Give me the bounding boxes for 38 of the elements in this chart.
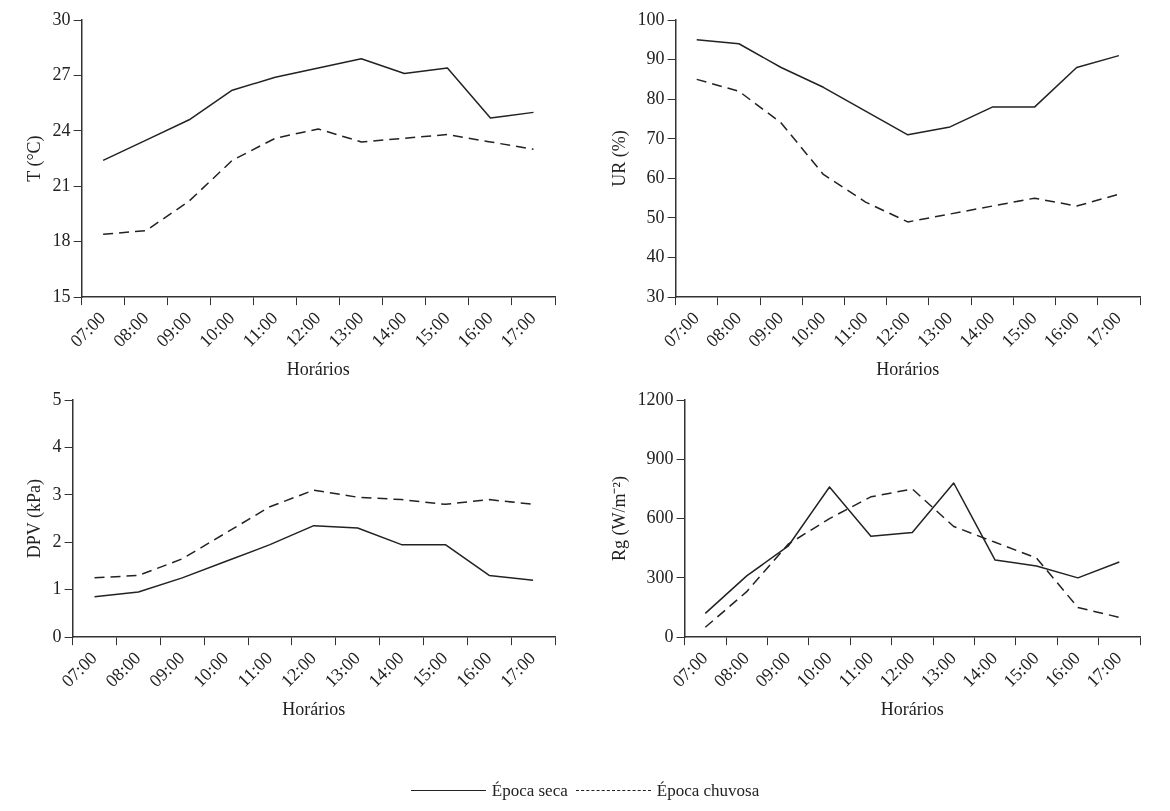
y-tick-label: 1200: [637, 388, 674, 409]
x-axis-title: Horários: [880, 698, 944, 719]
line-series: [695, 78, 1120, 223]
line-series: [93, 489, 534, 579]
y-tick-label: 2: [52, 531, 62, 552]
y-tick-label: 40: [646, 246, 665, 267]
y-axis-title: DPV (kPa): [23, 478, 45, 559]
y-tick-label: 5: [52, 388, 62, 409]
y-tick-label: 90: [646, 48, 665, 69]
y-tick-label: 0: [52, 625, 62, 646]
y-axis-title: UR (%): [608, 130, 630, 187]
y-tick-label: 21: [52, 175, 71, 196]
y-axis-title: Rg (W/m⁻²): [608, 476, 630, 562]
y-tick-label: 18: [52, 230, 71, 251]
y-tick-label: 80: [646, 87, 665, 108]
y-tick-label: 0: [664, 625, 674, 646]
y-tick-label: 50: [646, 206, 665, 227]
y-tick-label: 3: [52, 483, 62, 504]
y-tick-label: 27: [52, 64, 71, 85]
y-tick-label: 4: [52, 436, 62, 457]
y-tick-label: 60: [646, 167, 665, 188]
y-tick-label: 24: [52, 119, 71, 140]
y-tick-label: 600: [646, 507, 674, 528]
y-tick-label: 900: [646, 448, 674, 469]
y-tick-label: 300: [646, 566, 674, 587]
x-axis-title: Horários: [286, 358, 350, 379]
x-axis-title: Horários: [876, 358, 940, 379]
y-axis-title: T (°C): [23, 135, 45, 182]
legend-label: Época chuvosa: [656, 780, 760, 801]
x-axis-title: Horários: [282, 698, 346, 719]
y-tick-label: 1: [52, 578, 62, 599]
line-series: [102, 128, 535, 236]
y-tick-label: 100: [637, 8, 665, 29]
y-tick-label: 30: [52, 8, 71, 29]
y-tick-label: 30: [646, 285, 665, 306]
legend-label: Época seca: [491, 780, 568, 801]
y-tick-label: 70: [646, 127, 665, 148]
y-tick-label: 15: [52, 285, 71, 306]
